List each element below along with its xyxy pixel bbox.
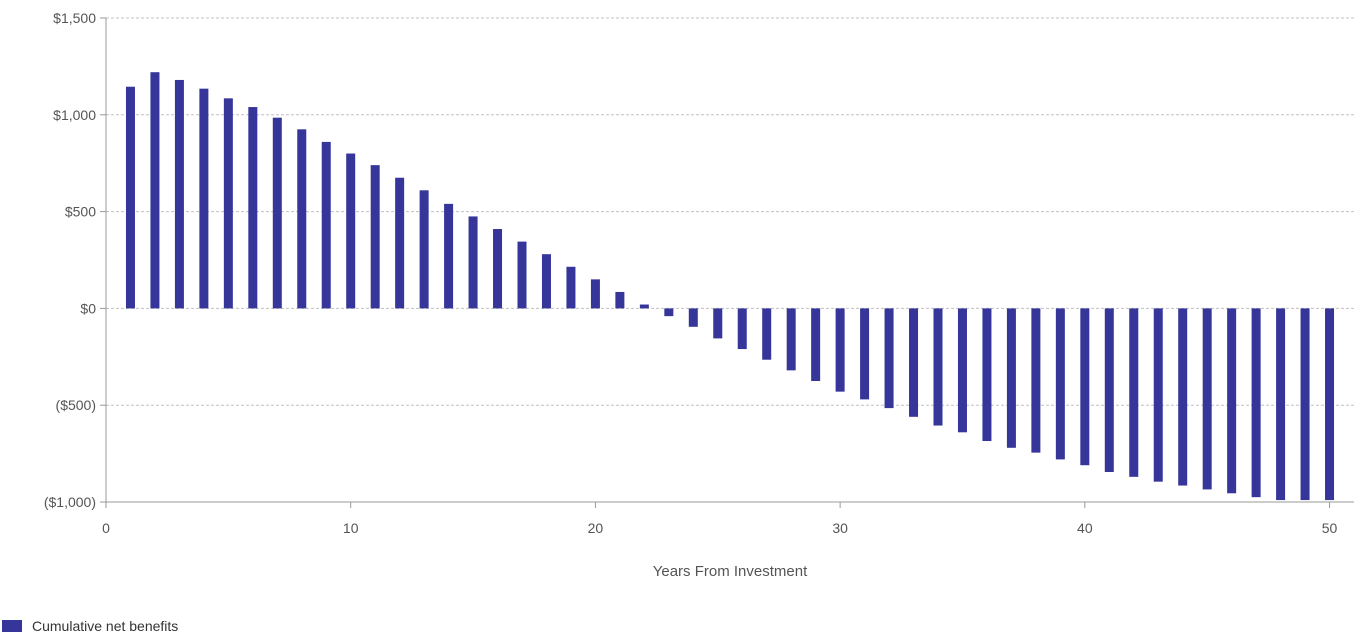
bar xyxy=(1300,308,1310,501)
bar xyxy=(346,153,356,309)
bar xyxy=(517,241,527,309)
bar xyxy=(444,203,454,309)
bar xyxy=(297,129,307,309)
axes xyxy=(100,17,1354,508)
bar xyxy=(566,266,576,309)
legend-label: Cumulative net benefits xyxy=(32,618,179,634)
bar xyxy=(150,72,160,309)
bar xyxy=(909,308,919,417)
bar xyxy=(419,190,429,309)
x-axis-title: Years From Investment xyxy=(653,563,808,580)
bar xyxy=(664,308,674,317)
bar xyxy=(762,308,772,360)
bar xyxy=(957,308,967,433)
y-tick-label: $1,500 xyxy=(53,10,96,26)
bar xyxy=(468,216,478,309)
x-tick-label: 10 xyxy=(343,520,359,536)
bar xyxy=(248,107,258,309)
bar xyxy=(1251,308,1261,498)
bar xyxy=(541,254,551,309)
y-tick-label: ($500) xyxy=(56,397,96,413)
legend: Cumulative net benefits xyxy=(2,618,178,634)
bar xyxy=(811,308,821,381)
bar xyxy=(223,98,233,309)
bar xyxy=(688,308,698,327)
bar xyxy=(860,308,870,400)
bar xyxy=(395,177,405,309)
bar xyxy=(1080,308,1090,466)
bar xyxy=(982,308,992,442)
bar xyxy=(786,308,796,371)
bar xyxy=(174,79,184,309)
tick-labels: $1,500 $1,000 $500 $0 ($500) ($1,000) 0 10 20 30 4… xyxy=(44,10,1338,536)
bar xyxy=(1006,308,1016,448)
bar xyxy=(713,308,723,339)
bar xyxy=(933,308,943,426)
x-tick-label: 20 xyxy=(588,520,604,536)
y-tick-label: $500 xyxy=(65,204,96,220)
bar xyxy=(1202,308,1212,490)
bar xyxy=(272,117,282,309)
bar xyxy=(1031,308,1041,453)
bar xyxy=(1129,308,1139,477)
bar xyxy=(1276,308,1286,501)
bar xyxy=(370,165,380,309)
y-tick-label: ($1,000) xyxy=(44,494,96,510)
bar xyxy=(493,229,503,309)
bar xyxy=(590,279,600,309)
bar xyxy=(125,86,135,309)
bar xyxy=(615,291,625,309)
bar xyxy=(835,308,845,392)
x-tick-label: 30 xyxy=(832,520,848,536)
bars xyxy=(125,72,1335,501)
gridlines xyxy=(106,17,1354,406)
y-tick-label: $0 xyxy=(80,300,96,316)
bar xyxy=(1055,308,1065,460)
bar xyxy=(321,141,331,309)
bar xyxy=(1325,308,1335,501)
y-tick-label: $1,000 xyxy=(53,107,96,123)
bar xyxy=(737,308,747,350)
bar xyxy=(1227,308,1237,494)
bar xyxy=(884,308,894,409)
bar xyxy=(199,88,209,309)
x-tick-label: 40 xyxy=(1077,520,1093,536)
legend-swatch xyxy=(2,620,22,632)
bar xyxy=(1104,308,1114,472)
bar xyxy=(1178,308,1188,486)
bar xyxy=(1153,308,1163,482)
bar xyxy=(639,304,649,309)
x-tick-label: 0 xyxy=(102,520,110,536)
x-tick-label: 50 xyxy=(1322,520,1338,536)
